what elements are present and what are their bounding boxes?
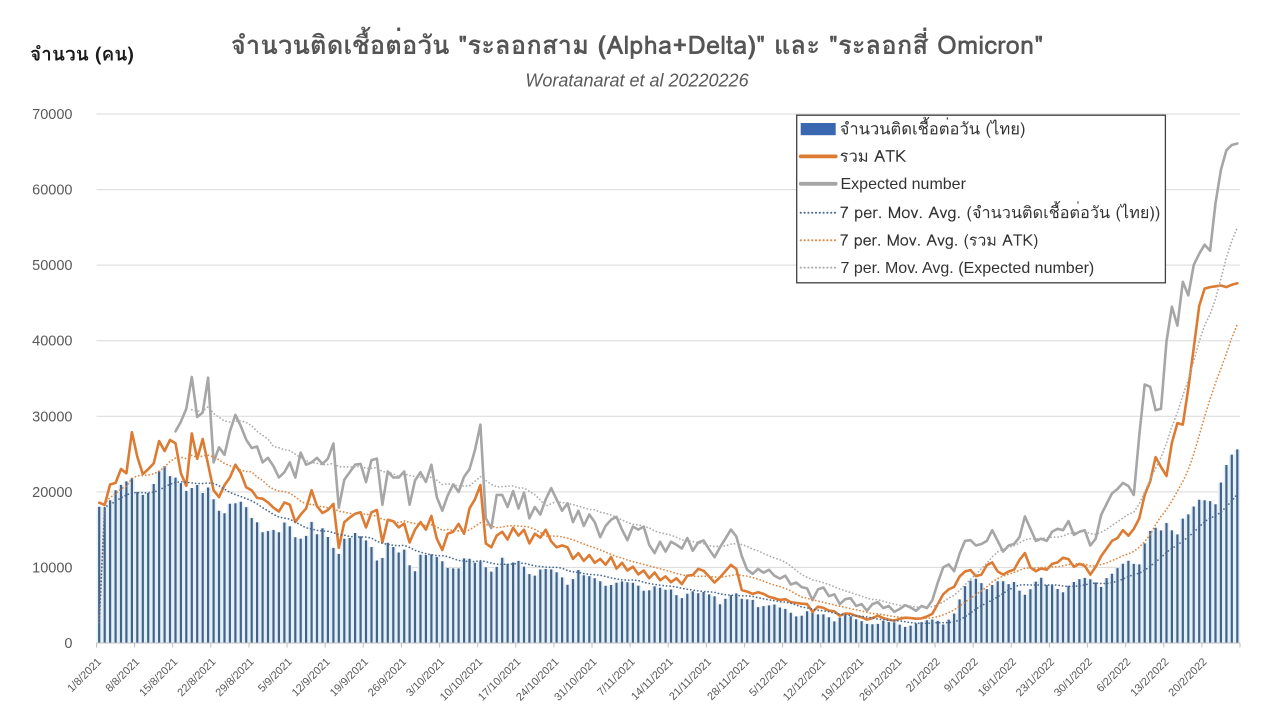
svg-text:10000: 10000 bbox=[32, 560, 72, 576]
svg-text:50000: 50000 bbox=[32, 258, 72, 274]
svg-text:0: 0 bbox=[64, 636, 72, 652]
svg-text:20000: 20000 bbox=[32, 485, 72, 501]
svg-text:40000: 40000 bbox=[32, 334, 72, 350]
svg-text:Woratanarat et al 20220226: Woratanarat et al 20220226 bbox=[525, 71, 749, 91]
svg-text:70000: 70000 bbox=[32, 107, 72, 123]
svg-text:7 per. Mov. Avg. (Expected num: 7 per. Mov. Avg. (Expected number) bbox=[841, 260, 1095, 277]
svg-text:60000: 60000 bbox=[32, 183, 72, 199]
svg-text:Expected number: Expected number bbox=[841, 176, 967, 193]
svg-text:30000: 30000 bbox=[32, 409, 72, 425]
